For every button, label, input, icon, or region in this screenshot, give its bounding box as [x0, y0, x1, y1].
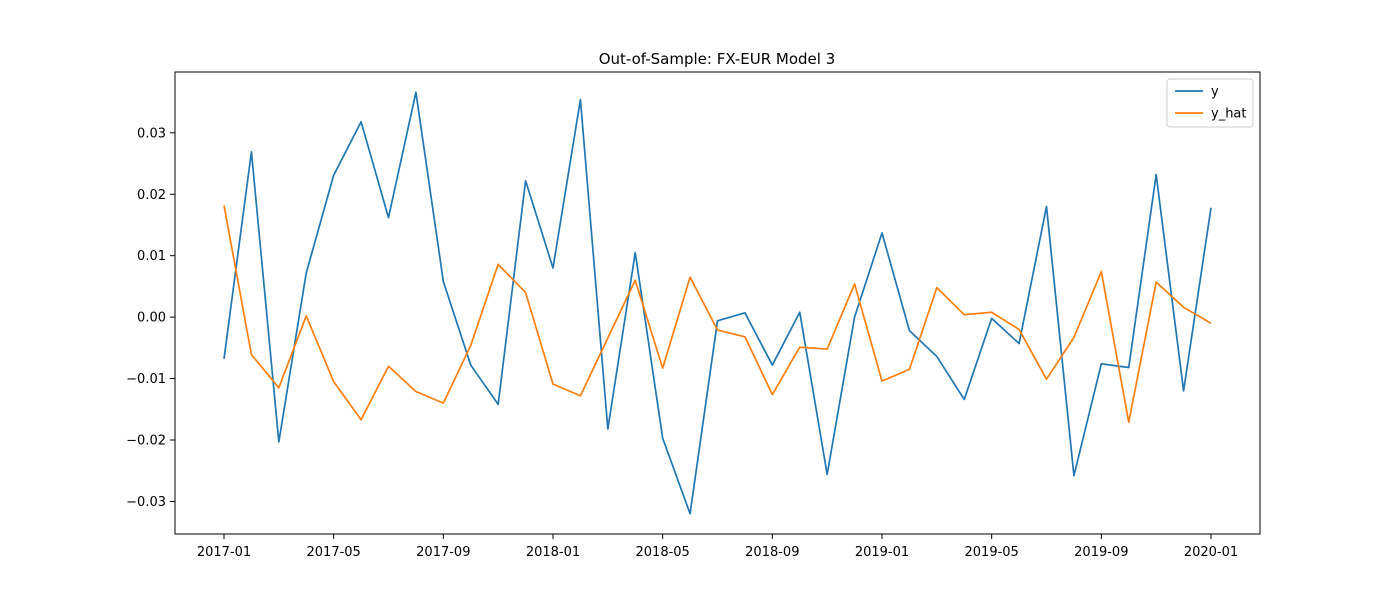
y-tick-label: 0.01 — [137, 249, 166, 264]
y-tick-label: −0.02 — [126, 434, 166, 449]
x-tick-label: 2017-01 — [197, 545, 251, 560]
x-tick-label: 2017-09 — [416, 545, 470, 560]
x-tick-label: 2019-09 — [1074, 545, 1128, 560]
y-tick-label: 0.02 — [137, 188, 166, 203]
series-layer — [223, 91, 1212, 515]
y-tick-label: −0.03 — [126, 495, 166, 510]
x-axis: 2017-01 2017-05 2017-09 2018-01 2018-05 2018-… — [197, 534, 1238, 560]
plot-background — [175, 72, 1260, 534]
x-tick-label: 2017-05 — [307, 545, 361, 560]
plot-frame — [174, 71, 1261, 535]
y-axis: −0.03 −0.02 −0.01 0.00 0.01 0.02 0.03 — [126, 126, 175, 510]
legend-label-y: y — [1211, 85, 1219, 100]
y-tick-label: 0.00 — [137, 311, 166, 326]
legend: y y_hat — [1166, 78, 1254, 128]
x-tick-label: 2018-01 — [526, 545, 580, 560]
y-tick-label: −0.01 — [126, 372, 166, 387]
chart-title: Out-of-Sample: FX-EUR Model 3 — [599, 50, 836, 68]
y-tick-label: 0.03 — [137, 126, 166, 141]
series-line-y-hat — [223, 205, 1212, 424]
x-tick-label: 2018-05 — [636, 545, 690, 560]
x-tick-label: 2019-05 — [965, 545, 1019, 560]
series-line-y — [223, 91, 1212, 515]
x-tick-label: 2019-01 — [855, 545, 909, 560]
legend-label-y-hat: y_hat — [1211, 107, 1247, 122]
x-tick-label: 2020-01 — [1184, 545, 1238, 560]
x-tick-label: 2018-09 — [745, 545, 799, 560]
